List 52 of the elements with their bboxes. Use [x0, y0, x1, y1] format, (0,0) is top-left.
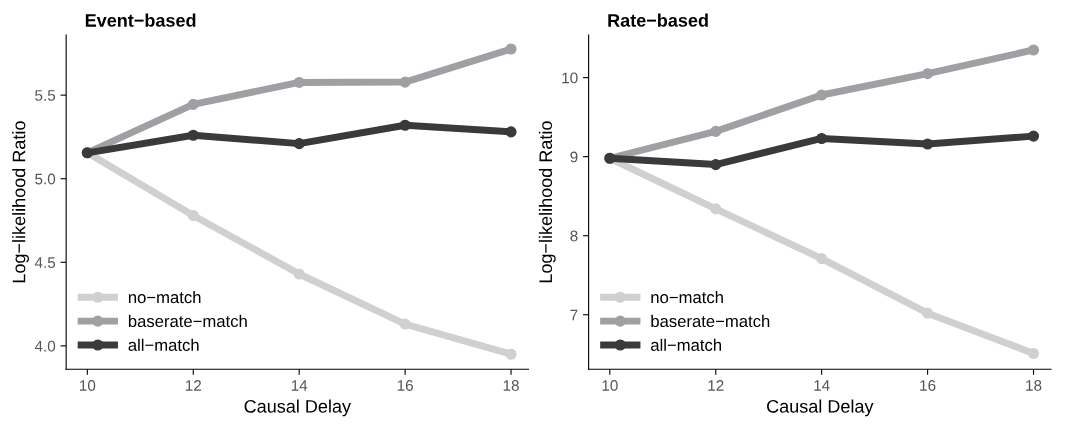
- x-tick-label: 10: [602, 380, 618, 391]
- legend-label: baserate−match: [128, 314, 247, 328]
- x-tick-label: 10: [80, 380, 96, 391]
- legend-label: no−match: [128, 290, 201, 304]
- point: [187, 98, 199, 110]
- point: [505, 348, 517, 360]
- point: [710, 125, 722, 137]
- point: [293, 76, 305, 88]
- point: [922, 68, 934, 80]
- point: [710, 203, 722, 215]
- point: [187, 129, 199, 141]
- y-tick-label: 4.0: [34, 340, 56, 352]
- point: [816, 253, 828, 265]
- chart-title: Rate−based: [608, 13, 708, 27]
- point: [293, 268, 305, 280]
- point: [1027, 44, 1040, 56]
- point: [399, 119, 411, 131]
- y-tick-label: 5.5: [35, 90, 56, 101]
- point: [399, 318, 411, 330]
- point: [816, 132, 828, 145]
- y-tick-label: 8: [570, 230, 578, 242]
- x-tick-label: 16: [920, 380, 936, 391]
- legend-label: no−match: [651, 290, 723, 304]
- x-tick-label: 18: [1026, 380, 1042, 391]
- x-axis-title: Causal Delay: [244, 399, 351, 417]
- x-axis-title: Causal Delay: [767, 399, 874, 417]
- y-tick-label: 7: [570, 309, 578, 321]
- point: [710, 159, 722, 171]
- y-axis-title: Log−likelihood Ratio: [12, 121, 29, 283]
- y-axis-title: Log−likelihood Ratio: [538, 121, 556, 283]
- x-tick-label: 16: [397, 380, 413, 391]
- point: [187, 209, 199, 222]
- x-tick-label: 12: [708, 380, 724, 391]
- chart-title: Event−based: [85, 13, 196, 27]
- point: [399, 76, 411, 88]
- point: [816, 89, 828, 101]
- y-tick-label: 5.0: [35, 173, 56, 185]
- y-tick-label: 9: [570, 151, 578, 163]
- y-tick-label: 4.5: [34, 257, 56, 268]
- point: [505, 43, 517, 55]
- point: [922, 307, 934, 319]
- x-tick-label: 14: [291, 380, 308, 391]
- x-tick-label: 12: [185, 380, 201, 391]
- legend-label: baserate−match: [651, 314, 770, 328]
- y-tick-label: 10: [562, 72, 578, 84]
- x-tick-label: 14: [814, 380, 830, 391]
- point: [1027, 347, 1040, 360]
- point: [505, 126, 517, 138]
- x-tick-label: 18: [503, 380, 519, 391]
- legend-label: all−match: [651, 338, 722, 351]
- legend-label: all−match: [128, 338, 199, 351]
- point: [293, 138, 305, 150]
